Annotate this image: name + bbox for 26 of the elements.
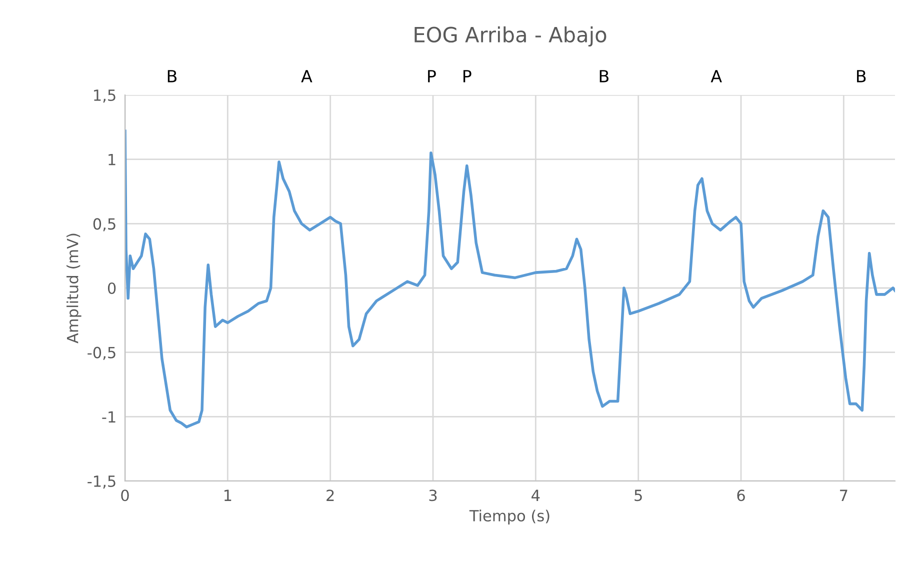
text: A [710, 70, 722, 82]
y-tick-label: 1 [108, 154, 116, 166]
x-tick-label: 7 [840, 490, 848, 501]
text: B [168, 70, 177, 82]
x-axis-title: Tiempo (s) [469, 510, 550, 524]
x-tick-label: 4 [532, 490, 540, 501]
x-tick-label: 0 [121, 490, 129, 502]
y-tick-label: -1 [102, 411, 116, 422]
x-tick-label: 2 [326, 490, 334, 501]
line-series [125, 130, 895, 428]
text: P [463, 70, 472, 82]
text: A [301, 70, 312, 82]
text: P [428, 70, 436, 82]
x-tick-label: 5 [634, 490, 642, 502]
y-tick-label: -1,5 [88, 476, 116, 489]
y-axis-title: Amplitud (mV) [66, 234, 82, 344]
y-tick-label: -0,5 [88, 346, 116, 360]
y-tick-label: 0,5 [93, 218, 116, 232]
x-tick-label: 1 [224, 490, 232, 501]
text: B [857, 70, 866, 82]
text: B [600, 70, 608, 82]
y-tick-label: 0 [108, 282, 116, 294]
chart-title: EOG Arriba - Abajo [414, 26, 606, 47]
x-tick-label: 3 [429, 490, 437, 502]
y-tick-label: 1,5 [94, 90, 116, 103]
x-tick-label: 6 [737, 490, 745, 502]
